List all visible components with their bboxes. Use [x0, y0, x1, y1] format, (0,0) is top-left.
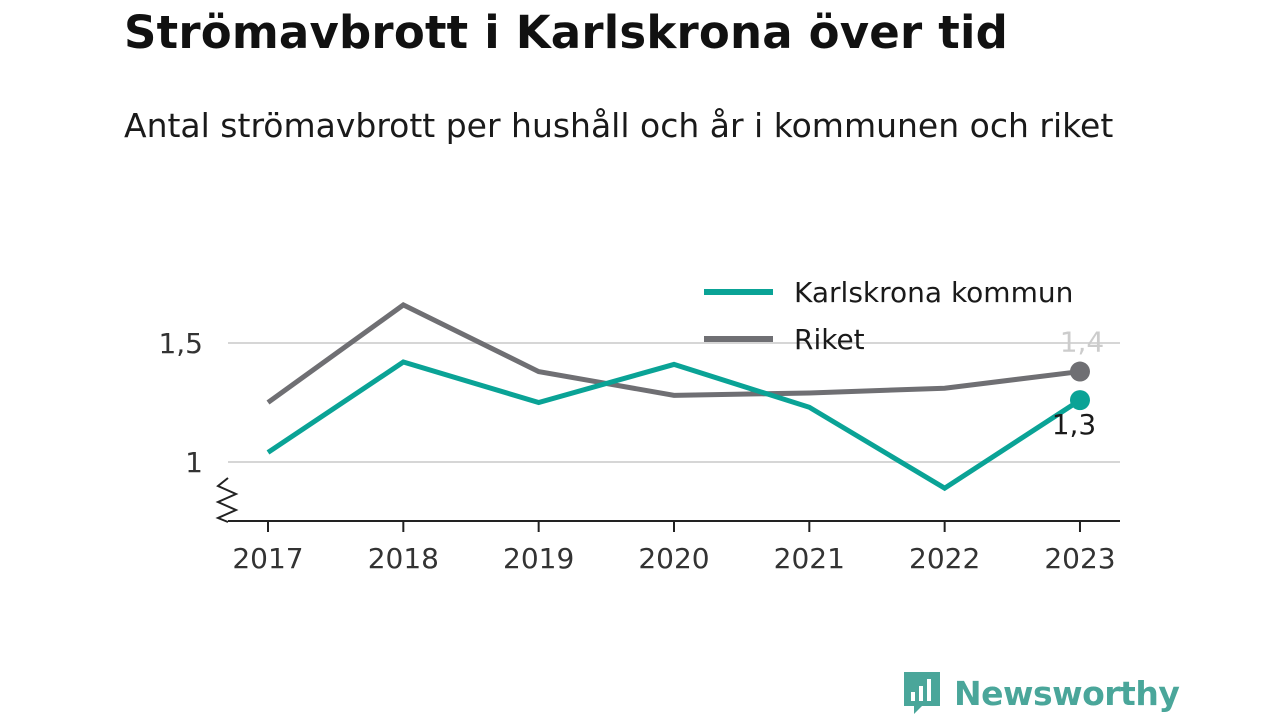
x-tick-label: 2017 — [232, 542, 303, 575]
legend-label-0: Karlskrona kommun — [794, 276, 1073, 309]
chart-title: Strömavbrott i Karlskrona över tid — [124, 6, 1009, 59]
x-tick-label: 2022 — [909, 542, 980, 575]
newsworthy-logo-icon — [904, 672, 940, 714]
x-tick-label: 2018 — [368, 542, 439, 575]
x-tick-label: 2021 — [774, 542, 845, 575]
x-tick-label: 2023 — [1044, 542, 1115, 575]
legend-label-1: Riket — [794, 323, 865, 356]
newsworthy-logo-text: Newsworthy — [954, 673, 1180, 713]
newsworthy-logo: Newsworthy — [902, 670, 1180, 716]
y-tick-label: 1,5 — [158, 327, 203, 360]
gridlines: 11,5 — [158, 327, 1120, 479]
x-tick-label: 2019 — [503, 542, 574, 575]
legend: Karlskrona kommun Riket — [704, 276, 1073, 356]
series-end-point-0 — [1069, 390, 1090, 411]
series-line-1 — [266, 302, 1081, 405]
series-lines: 1,3 1,4 — [266, 302, 1105, 492]
series-end-point-1 — [1069, 361, 1090, 382]
series-line-0 — [266, 359, 1082, 492]
end-label-karlskrona: 1,3 — [1052, 408, 1097, 441]
x-axis: 2017 2018 2019 2020 2021 2022 2023 — [215, 477, 1120, 575]
end-label-riket: 1,4 — [1060, 326, 1105, 359]
x-tick-label: 2020 — [638, 542, 709, 575]
y-tick-label: 1 — [185, 446, 203, 479]
chart-subtitle: Antal strömavbrott per hushåll och år i … — [124, 106, 1114, 145]
y-axis-break-icon — [215, 477, 239, 523]
